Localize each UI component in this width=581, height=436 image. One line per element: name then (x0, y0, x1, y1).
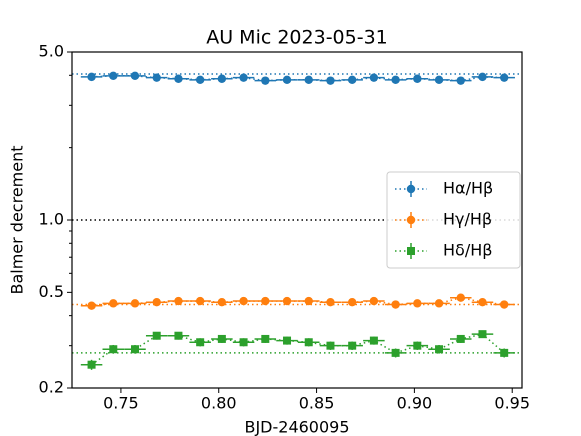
legend-marker (406, 215, 416, 225)
x-tick-label: 0.95 (494, 394, 530, 413)
marker (109, 71, 118, 81)
legend-label: Hα/Hβ (443, 179, 493, 198)
marker (217, 297, 227, 307)
marker (174, 296, 183, 306)
marker (304, 75, 313, 85)
marker (130, 299, 140, 308)
x-tick-label: 0.75 (103, 394, 139, 413)
marker (391, 348, 400, 357)
marker (87, 301, 96, 310)
marker (499, 300, 509, 309)
marker (434, 299, 444, 308)
plot-frame (71, 51, 523, 389)
marker (109, 345, 118, 354)
marker (478, 72, 487, 82)
marker (109, 299, 118, 308)
marker (413, 341, 422, 350)
x-tick-label: 0.80 (201, 394, 237, 413)
marker (326, 76, 335, 85)
y-tick-label: 1.0 (39, 210, 64, 229)
marker (369, 336, 378, 345)
marker (391, 75, 400, 85)
marker (261, 296, 270, 306)
marker (304, 338, 313, 347)
y-tick-label: 0.5 (39, 282, 64, 301)
x-tick-label: 0.85 (299, 394, 335, 413)
marker (217, 334, 226, 343)
legend-box (386, 171, 521, 269)
marker (261, 334, 270, 343)
marker (456, 76, 465, 85)
marker (261, 76, 270, 85)
marker (152, 331, 161, 340)
marker (152, 73, 161, 82)
marker (282, 75, 292, 85)
marker (347, 297, 357, 307)
marker (500, 348, 509, 357)
marker (369, 296, 379, 306)
x-axis-label: BJD-2460095 (244, 418, 349, 436)
marker (195, 296, 205, 306)
marker (369, 73, 379, 82)
marker (348, 341, 357, 350)
marker (304, 296, 313, 306)
marker (217, 74, 227, 83)
marker (413, 299, 422, 308)
marker (131, 345, 139, 354)
marker (152, 297, 161, 307)
marker (434, 75, 444, 85)
marker (174, 74, 183, 83)
legend-label: Hδ/Hβ (443, 241, 492, 260)
marker (239, 73, 248, 82)
x-tick-label: 0.90 (397, 394, 433, 413)
marker (87, 360, 96, 369)
marker (282, 296, 292, 306)
marker (87, 72, 96, 82)
marker (347, 75, 357, 85)
marker (499, 73, 509, 82)
marker (456, 334, 465, 343)
legend-label: Hγ/Hβ (443, 210, 492, 229)
marker (413, 74, 422, 83)
marker (478, 297, 487, 307)
marker (239, 296, 248, 306)
marker (130, 71, 140, 81)
marker (196, 338, 205, 347)
marker (174, 331, 183, 340)
y-axis-label: Balmer decrement (8, 145, 27, 294)
marker (391, 300, 400, 309)
y-tick-label: 0.2 (39, 378, 64, 397)
marker (326, 341, 335, 350)
legend-marker (406, 184, 416, 194)
marker (435, 345, 444, 354)
marker (326, 297, 335, 307)
marker (478, 330, 487, 339)
chart-title: AU Mic 2023-05-31 (206, 27, 388, 49)
marker (456, 293, 465, 302)
y-tick-label: 5.0 (39, 42, 64, 61)
legend-marker (407, 247, 415, 255)
marker (283, 336, 292, 345)
marker (195, 75, 205, 85)
marker (239, 338, 248, 347)
